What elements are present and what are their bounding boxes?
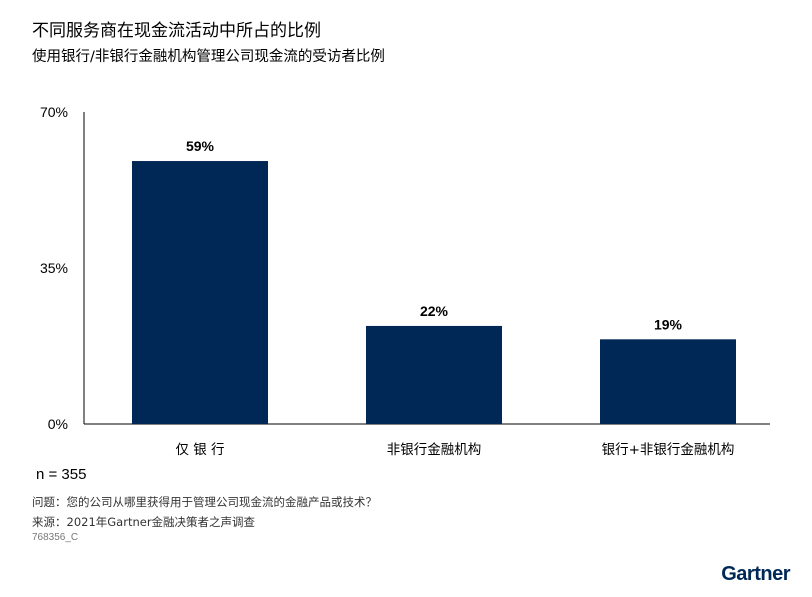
data-label: 19%: [654, 316, 683, 332]
bar-chart: 0% 35% 70% 59% 仅 银 行 22% 非银行金融机构 19% 银行+非银行金融机构: [40, 104, 770, 458]
gartner-logo: Gartner: [721, 563, 790, 585]
x-tick-label: 银行+非银行金融机构: [602, 442, 735, 458]
chart-title: 不同服务商在现金流活动中所占的比例: [32, 21, 321, 41]
data-source: 来源：2021年Gartner金融决策者之声调查: [32, 515, 256, 529]
survey-question: 问题：您的公司从哪里获得用于管理公司现金流的金融产品或技术？: [32, 495, 377, 509]
bar: [132, 161, 268, 424]
data-label: 59%: [186, 138, 215, 154]
x-tick-label: 仅 银 行: [175, 442, 224, 458]
bar: [600, 339, 736, 424]
chart-subtitle: 使用银行/非银行金融机构管理公司现金流的受访者比例: [32, 49, 385, 65]
y-tick-label: 70%: [40, 104, 68, 120]
x-tick-label: 非银行金融机构: [387, 442, 482, 458]
document-id: 768356_C: [32, 532, 79, 543]
data-label: 22%: [420, 303, 449, 319]
y-tick-label: 35%: [40, 260, 68, 276]
sample-size: n = 355: [36, 466, 87, 483]
y-tick-label: 0%: [48, 416, 68, 432]
bar: [366, 325, 502, 424]
